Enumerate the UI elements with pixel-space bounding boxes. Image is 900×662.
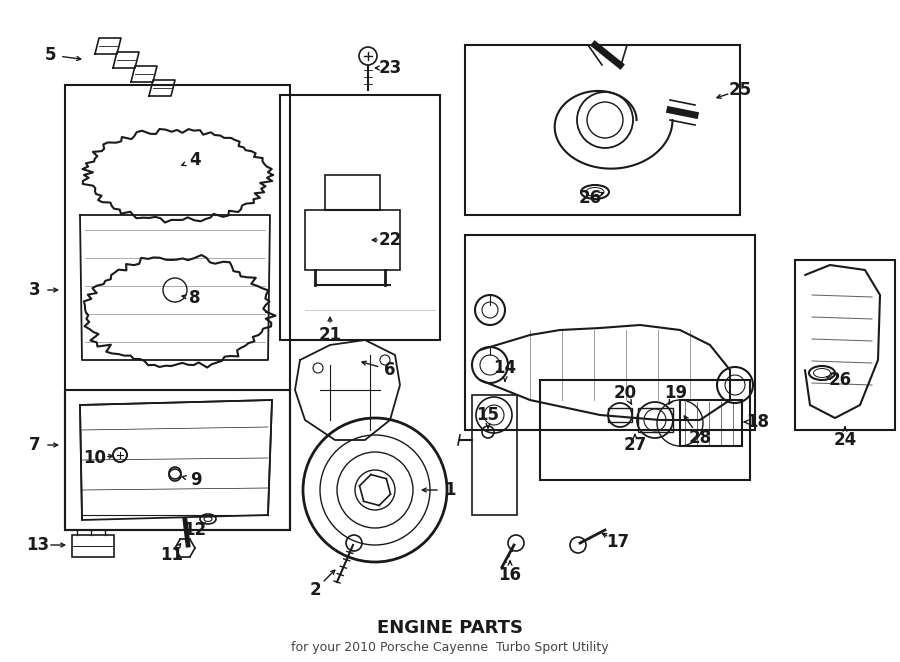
Bar [280, 95, 440, 340]
Bar [65, 390, 290, 530]
Text: 27: 27 [624, 436, 646, 454]
Text: 24: 24 [833, 431, 857, 449]
Text: 20: 20 [614, 384, 636, 402]
Text: ENGINE PARTS: ENGINE PARTS [377, 619, 523, 637]
Bar [65, 85, 290, 530]
Bar [540, 380, 750, 480]
Text: 21: 21 [319, 326, 342, 344]
Bar [72, 535, 114, 557]
Text: 1: 1 [445, 481, 455, 499]
Text: 11: 11 [160, 546, 184, 564]
Bar [795, 260, 895, 430]
Text: 16: 16 [499, 566, 521, 584]
Bar [305, 210, 400, 270]
Text: 19: 19 [664, 384, 688, 402]
Text: 7: 7 [29, 436, 40, 454]
Text: 12: 12 [184, 521, 207, 539]
Text: 10: 10 [84, 449, 106, 467]
Text: 18: 18 [746, 413, 769, 431]
Text: 26: 26 [828, 371, 851, 389]
Circle shape [359, 47, 377, 65]
Text: 4: 4 [189, 151, 201, 169]
Text: 23: 23 [378, 59, 401, 77]
Text: 9: 9 [190, 471, 202, 489]
Text: 14: 14 [493, 359, 517, 377]
Text: for your 2010 Porsche Cayenne  Turbo Sport Utility: for your 2010 Porsche Cayenne Turbo Spor… [292, 641, 608, 655]
Bar [465, 235, 755, 430]
Text: 8: 8 [189, 289, 201, 307]
Bar [325, 175, 380, 210]
Text: 3: 3 [29, 281, 40, 299]
Text: 22: 22 [378, 231, 401, 249]
Text: 25: 25 [728, 81, 752, 99]
Text: 13: 13 [26, 536, 50, 554]
Text: 6: 6 [384, 361, 396, 379]
Bar [465, 45, 740, 215]
Bar [680, 400, 742, 446]
Bar [472, 395, 517, 515]
Text: 28: 28 [688, 429, 712, 447]
Text: 2: 2 [310, 581, 320, 599]
Text: 15: 15 [476, 406, 500, 424]
Text: 5: 5 [44, 46, 56, 64]
Text: 26: 26 [579, 189, 601, 207]
Bar [608, 408, 632, 422]
Text: 17: 17 [607, 533, 630, 551]
Bar [638, 408, 673, 432]
